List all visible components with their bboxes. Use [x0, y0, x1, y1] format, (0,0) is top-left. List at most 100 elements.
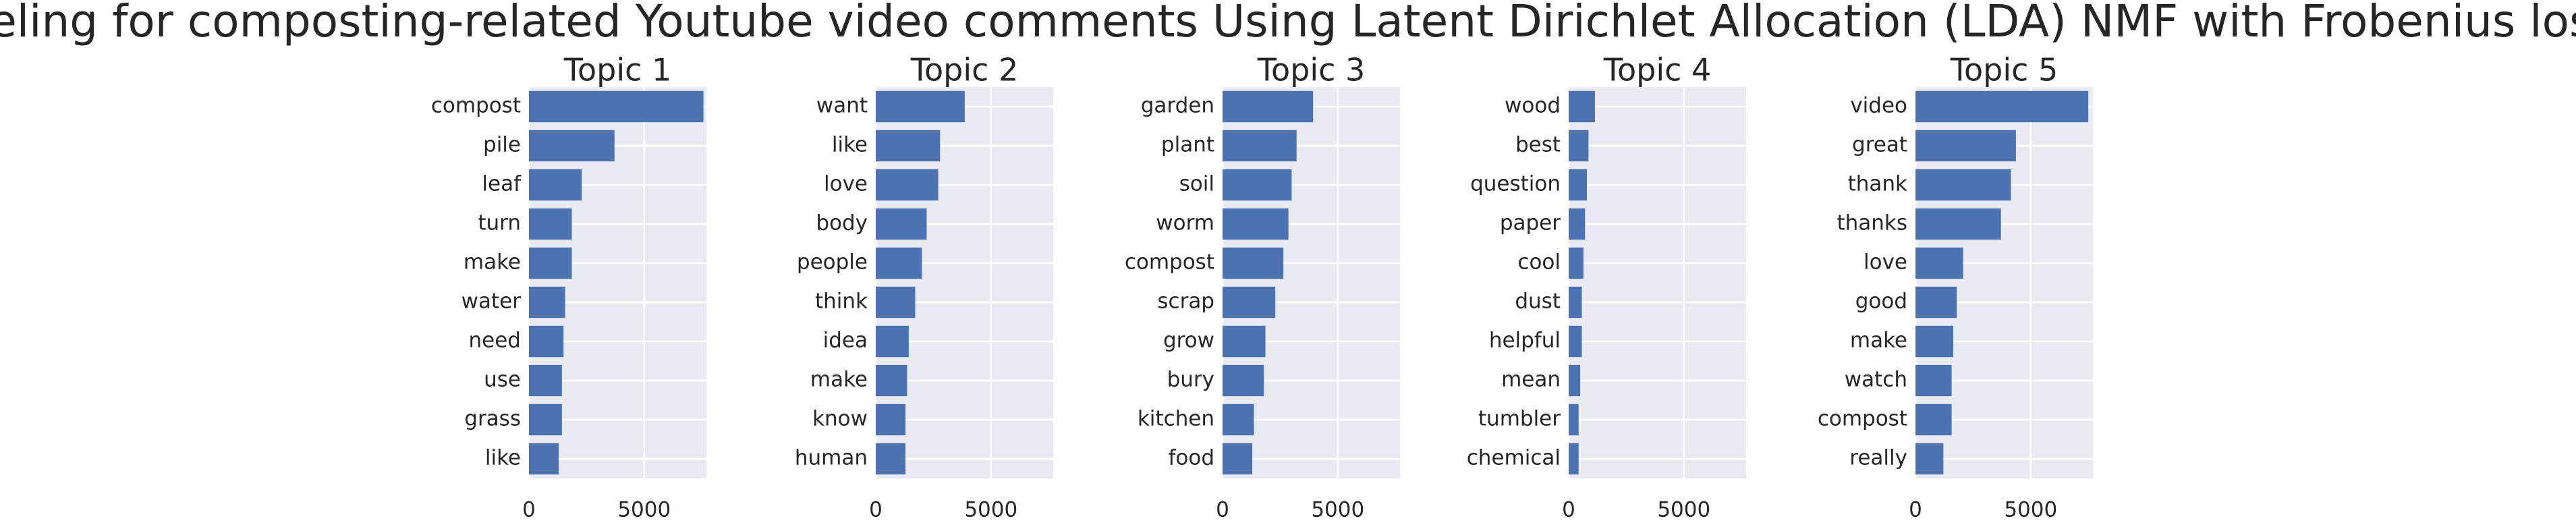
y-tick-label: really — [1849, 446, 1907, 470]
y-tick-label: make — [1850, 329, 1907, 353]
bar — [1223, 130, 1297, 162]
y-tick-label: best — [1515, 133, 1561, 157]
bar — [529, 130, 615, 162]
bar — [1915, 130, 2016, 162]
subplot: compost pile leaf turn make water need use grass… — [431, 52, 706, 522]
y-tick-label: mean — [1501, 368, 1561, 392]
y-tick-label: thank — [1848, 172, 1907, 196]
y-tick-label: like — [832, 133, 868, 157]
y-tick-label: worm — [1156, 211, 1214, 235]
y-tick-label: great — [1852, 133, 1907, 157]
y-tick-label: compost — [431, 94, 521, 118]
y-tick-label: kitchen — [1138, 407, 1214, 431]
subplot-title: Topic 1 — [563, 52, 672, 88]
bar — [1223, 90, 1314, 123]
bar — [876, 404, 906, 436]
bar — [876, 247, 922, 279]
bar — [1569, 169, 1587, 201]
y-tick-label: people — [797, 250, 868, 275]
y-tick-label: water — [461, 289, 522, 314]
bar — [876, 325, 909, 358]
y-tick-label: think — [815, 289, 868, 314]
y-tick-label: tumbler — [1478, 407, 1561, 431]
subplot-title: Topic 5 — [1950, 52, 2059, 88]
bar — [1915, 404, 1952, 436]
y-tick-label: grass — [464, 407, 521, 431]
bar — [1223, 443, 1253, 475]
bar — [1223, 325, 1266, 358]
y-tick-label: compost — [1818, 407, 1907, 431]
subplot-title: Topic 2 — [910, 52, 1019, 88]
y-tick-label: good — [1855, 289, 1907, 314]
bar — [876, 286, 916, 318]
y-tick-label: pile — [483, 133, 521, 157]
y-tick-label: make — [810, 368, 868, 392]
bar — [529, 247, 572, 279]
bar — [876, 364, 907, 397]
bar — [529, 364, 562, 397]
y-tick-label: scrap — [1157, 289, 1214, 314]
y-tick-label: idea — [823, 329, 868, 353]
y-tick-label: wood — [1505, 94, 1561, 118]
bar — [1915, 247, 1963, 279]
y-tick-label: helpful — [1489, 329, 1561, 353]
y-tick-label: love — [824, 172, 868, 196]
bar — [876, 90, 965, 123]
y-tick-label: watch — [1845, 368, 1907, 392]
y-tick-label: soil — [1179, 172, 1214, 196]
bar — [1569, 208, 1586, 240]
y-tick-label: know — [812, 407, 868, 431]
y-tick-label: chemical — [1467, 446, 1561, 470]
bar — [876, 169, 939, 201]
subplot-title: Topic 4 — [1603, 52, 1712, 88]
x-tick-label: 5000 — [964, 498, 1017, 522]
bar — [529, 286, 565, 318]
x-tick-label: 0 — [1562, 498, 1575, 522]
bar — [1569, 325, 1582, 358]
y-tick-label: love — [1864, 250, 1907, 275]
x-tick-label: 5000 — [617, 498, 671, 522]
bar — [529, 325, 564, 358]
subplot: wood best question paper cool dust helpful mean… — [1467, 52, 1746, 522]
bar — [1569, 364, 1581, 397]
figure-title: Topic modeling for composting-related Yo… — [0, 0, 2576, 47]
y-tick-label: turn — [478, 211, 521, 235]
bar — [1569, 404, 1579, 436]
bar — [529, 208, 572, 240]
bar — [1915, 90, 2089, 123]
bar — [1569, 130, 1589, 162]
x-tick-label: 0 — [1216, 498, 1229, 522]
bar — [1915, 325, 1954, 358]
y-tick-label: plant — [1161, 133, 1214, 157]
x-tick-label: 5000 — [1311, 498, 1364, 522]
bar — [1569, 286, 1582, 318]
y-tick-label: question — [1470, 172, 1561, 196]
y-tick-label: need — [469, 329, 521, 353]
y-tick-label: garden — [1141, 94, 1214, 118]
y-tick-label: food — [1168, 446, 1214, 470]
y-tick-label: use — [484, 368, 521, 392]
x-tick-label: 5000 — [1657, 498, 1710, 522]
x-tick-label: 0 — [1909, 498, 1922, 522]
y-tick-label: paper — [1500, 211, 1561, 235]
y-tick-label: bury — [1167, 368, 1214, 392]
y-tick-label: make — [464, 250, 521, 275]
y-tick-label: leaf — [482, 172, 522, 196]
bar — [1223, 208, 1289, 240]
bar — [1915, 208, 2001, 240]
subplot: garden plant soil worm compost scrap grow bury k… — [1125, 52, 1400, 522]
y-tick-label: want — [816, 94, 868, 118]
y-tick-label: thanks — [1837, 211, 1907, 235]
bar — [1569, 443, 1579, 475]
x-tick-label: 0 — [869, 498, 883, 522]
bar — [1223, 404, 1254, 436]
bar — [529, 169, 582, 201]
bar — [1223, 169, 1292, 201]
plot-area — [1569, 87, 1746, 478]
bar — [1915, 443, 1944, 475]
bar — [1569, 247, 1584, 279]
y-tick-label: grow — [1163, 329, 1214, 353]
y-tick-label: dust — [1515, 289, 1561, 314]
